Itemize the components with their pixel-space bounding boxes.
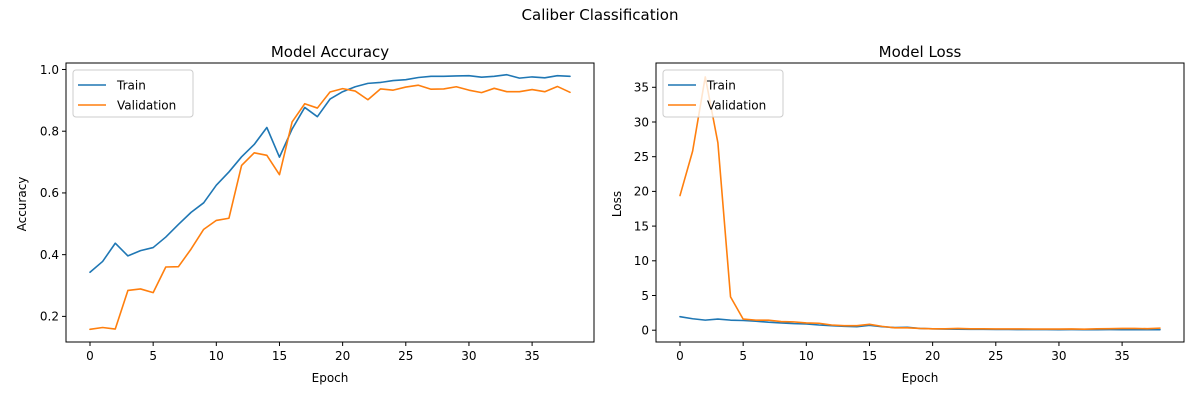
loss-x-tick-label: 5 [739,349,747,363]
loss-y-tick-label: 35 [634,81,649,95]
accuracy-chart: Model Accuracy Epoch Accuracy 0 5 10 15 20 25… [15,43,595,385]
accuracy-x-tick-label: 15 [272,349,287,363]
loss-x-tick-label: 25 [988,349,1003,363]
loss-y-tick-label: 30 [634,115,649,129]
loss-y-tick-label: 25 [634,150,649,164]
loss-validation-series-line [679,76,1161,330]
loss-chart-title: Model Loss [879,43,962,61]
accuracy-validation-series-line [89,84,571,331]
accuracy-x-tick-label: 5 [149,349,157,363]
accuracy-x-tick-label: 10 [209,349,224,363]
loss-x-tick-label: 0 [676,349,684,363]
accuracy-y-tick-label: 1.0 [40,63,59,77]
accuracy-y-axis-label: Accuracy [15,177,29,232]
accuracy-x-tick-label: 30 [461,349,476,363]
accuracy-y-tick-label: 0.4 [40,248,59,262]
loss-legend-validation-label: Validation [707,99,766,113]
accuracy-chart-title: Model Accuracy [271,43,389,61]
loss-y-tick-label: 15 [634,219,649,233]
accuracy-train-series-line [89,73,571,274]
accuracy-legend: Train Validation [72,69,194,118]
loss-legend-train-label: Train [706,79,736,93]
accuracy-y-tick-label: 0.8 [40,125,59,139]
accuracy-x-tick-label: 25 [398,349,413,363]
loss-y-tick-label: 0 [641,324,649,338]
loss-x-tick-label: 20 [925,349,940,363]
accuracy-legend-train-label: Train [116,79,146,93]
accuracy-x-axis-label: Epoch [312,371,349,385]
accuracy-y-tick-label: 0.6 [40,186,59,200]
loss-x-tick-label: 30 [1051,349,1066,363]
loss-legend: Train Validation [662,69,784,118]
loss-x-tick-label: 10 [799,349,814,363]
accuracy-x-tick-label: 35 [524,349,539,363]
loss-x-axis-label: Epoch [902,371,939,385]
accuracy-y-tick-label: 0.2 [40,310,59,324]
loss-y-tick-label: 20 [634,185,649,199]
loss-y-tick-label: 10 [634,254,649,268]
accuracy-legend-validation-label: Validation [117,99,176,113]
accuracy-plot-frame [65,62,595,343]
loss-x-tick-label: 35 [1114,349,1129,363]
loss-x-tick-label: 15 [862,349,877,363]
loss-y-tick-label: 5 [641,289,649,303]
loss-y-axis-label: Loss [610,191,624,217]
figure-suptitle: Caliber Classification [522,6,679,24]
loss-plot-frame [655,62,1185,343]
accuracy-x-tick-label: 0 [86,349,94,363]
accuracy-x-tick-label: 20 [335,349,350,363]
loss-chart: Model Loss Epoch Loss 0 5 10 15 20 25 30 35 0 5 10… [610,43,1185,385]
